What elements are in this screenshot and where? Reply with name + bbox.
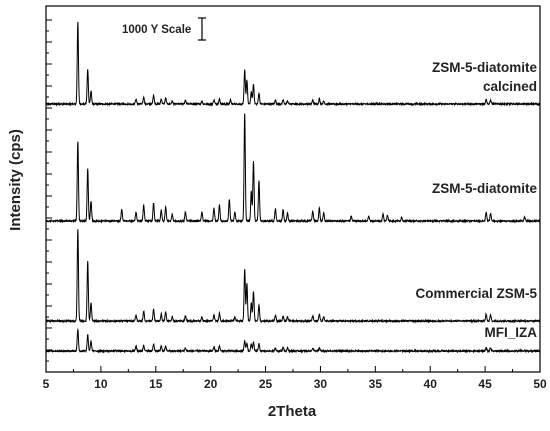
x-tick-label: 45 [478,377,492,391]
x-tick-label: 10 [94,377,108,391]
series-label-3: Commercial ZSM-5 [415,286,537,301]
x-axis-ticks: 5 10 15 20 25 30 35 40 45 50 [43,366,547,391]
y-axis-ticks [46,19,52,362]
x-tick-label: 5 [43,377,50,391]
x-tick-label: 40 [424,377,438,391]
x-tick-label: 50 [533,377,547,391]
x-tick-label: 25 [259,377,273,391]
series-label-4: MFI_IZA [485,325,538,340]
series-line-2 [45,113,541,224]
series-line-1 [45,21,541,107]
series-line-3 [45,229,541,324]
x-tick-label: 15 [149,377,163,391]
x-axis-label: 2Theta [268,403,317,420]
series-lines [45,21,541,354]
series-line-4 [45,327,541,354]
series-label-1: calcined [483,79,537,94]
x-tick-label: 35 [369,377,383,391]
series-label-2: ZSM-5-diatomite [432,181,537,196]
x-tick-label: 30 [314,377,328,391]
scale-bar-label: 1000 Y Scale [122,24,191,36]
series-labels: ZSM-5-diatomite calcined ZSM-5-diatomite Co… [415,60,537,340]
y-axis-label: Intensity (cps) [7,129,24,231]
scale-bar: 1000 Y Scale [122,17,206,41]
x-tick-label: 20 [204,377,218,391]
series-label-1: ZSM-5-diatomite [432,60,537,75]
